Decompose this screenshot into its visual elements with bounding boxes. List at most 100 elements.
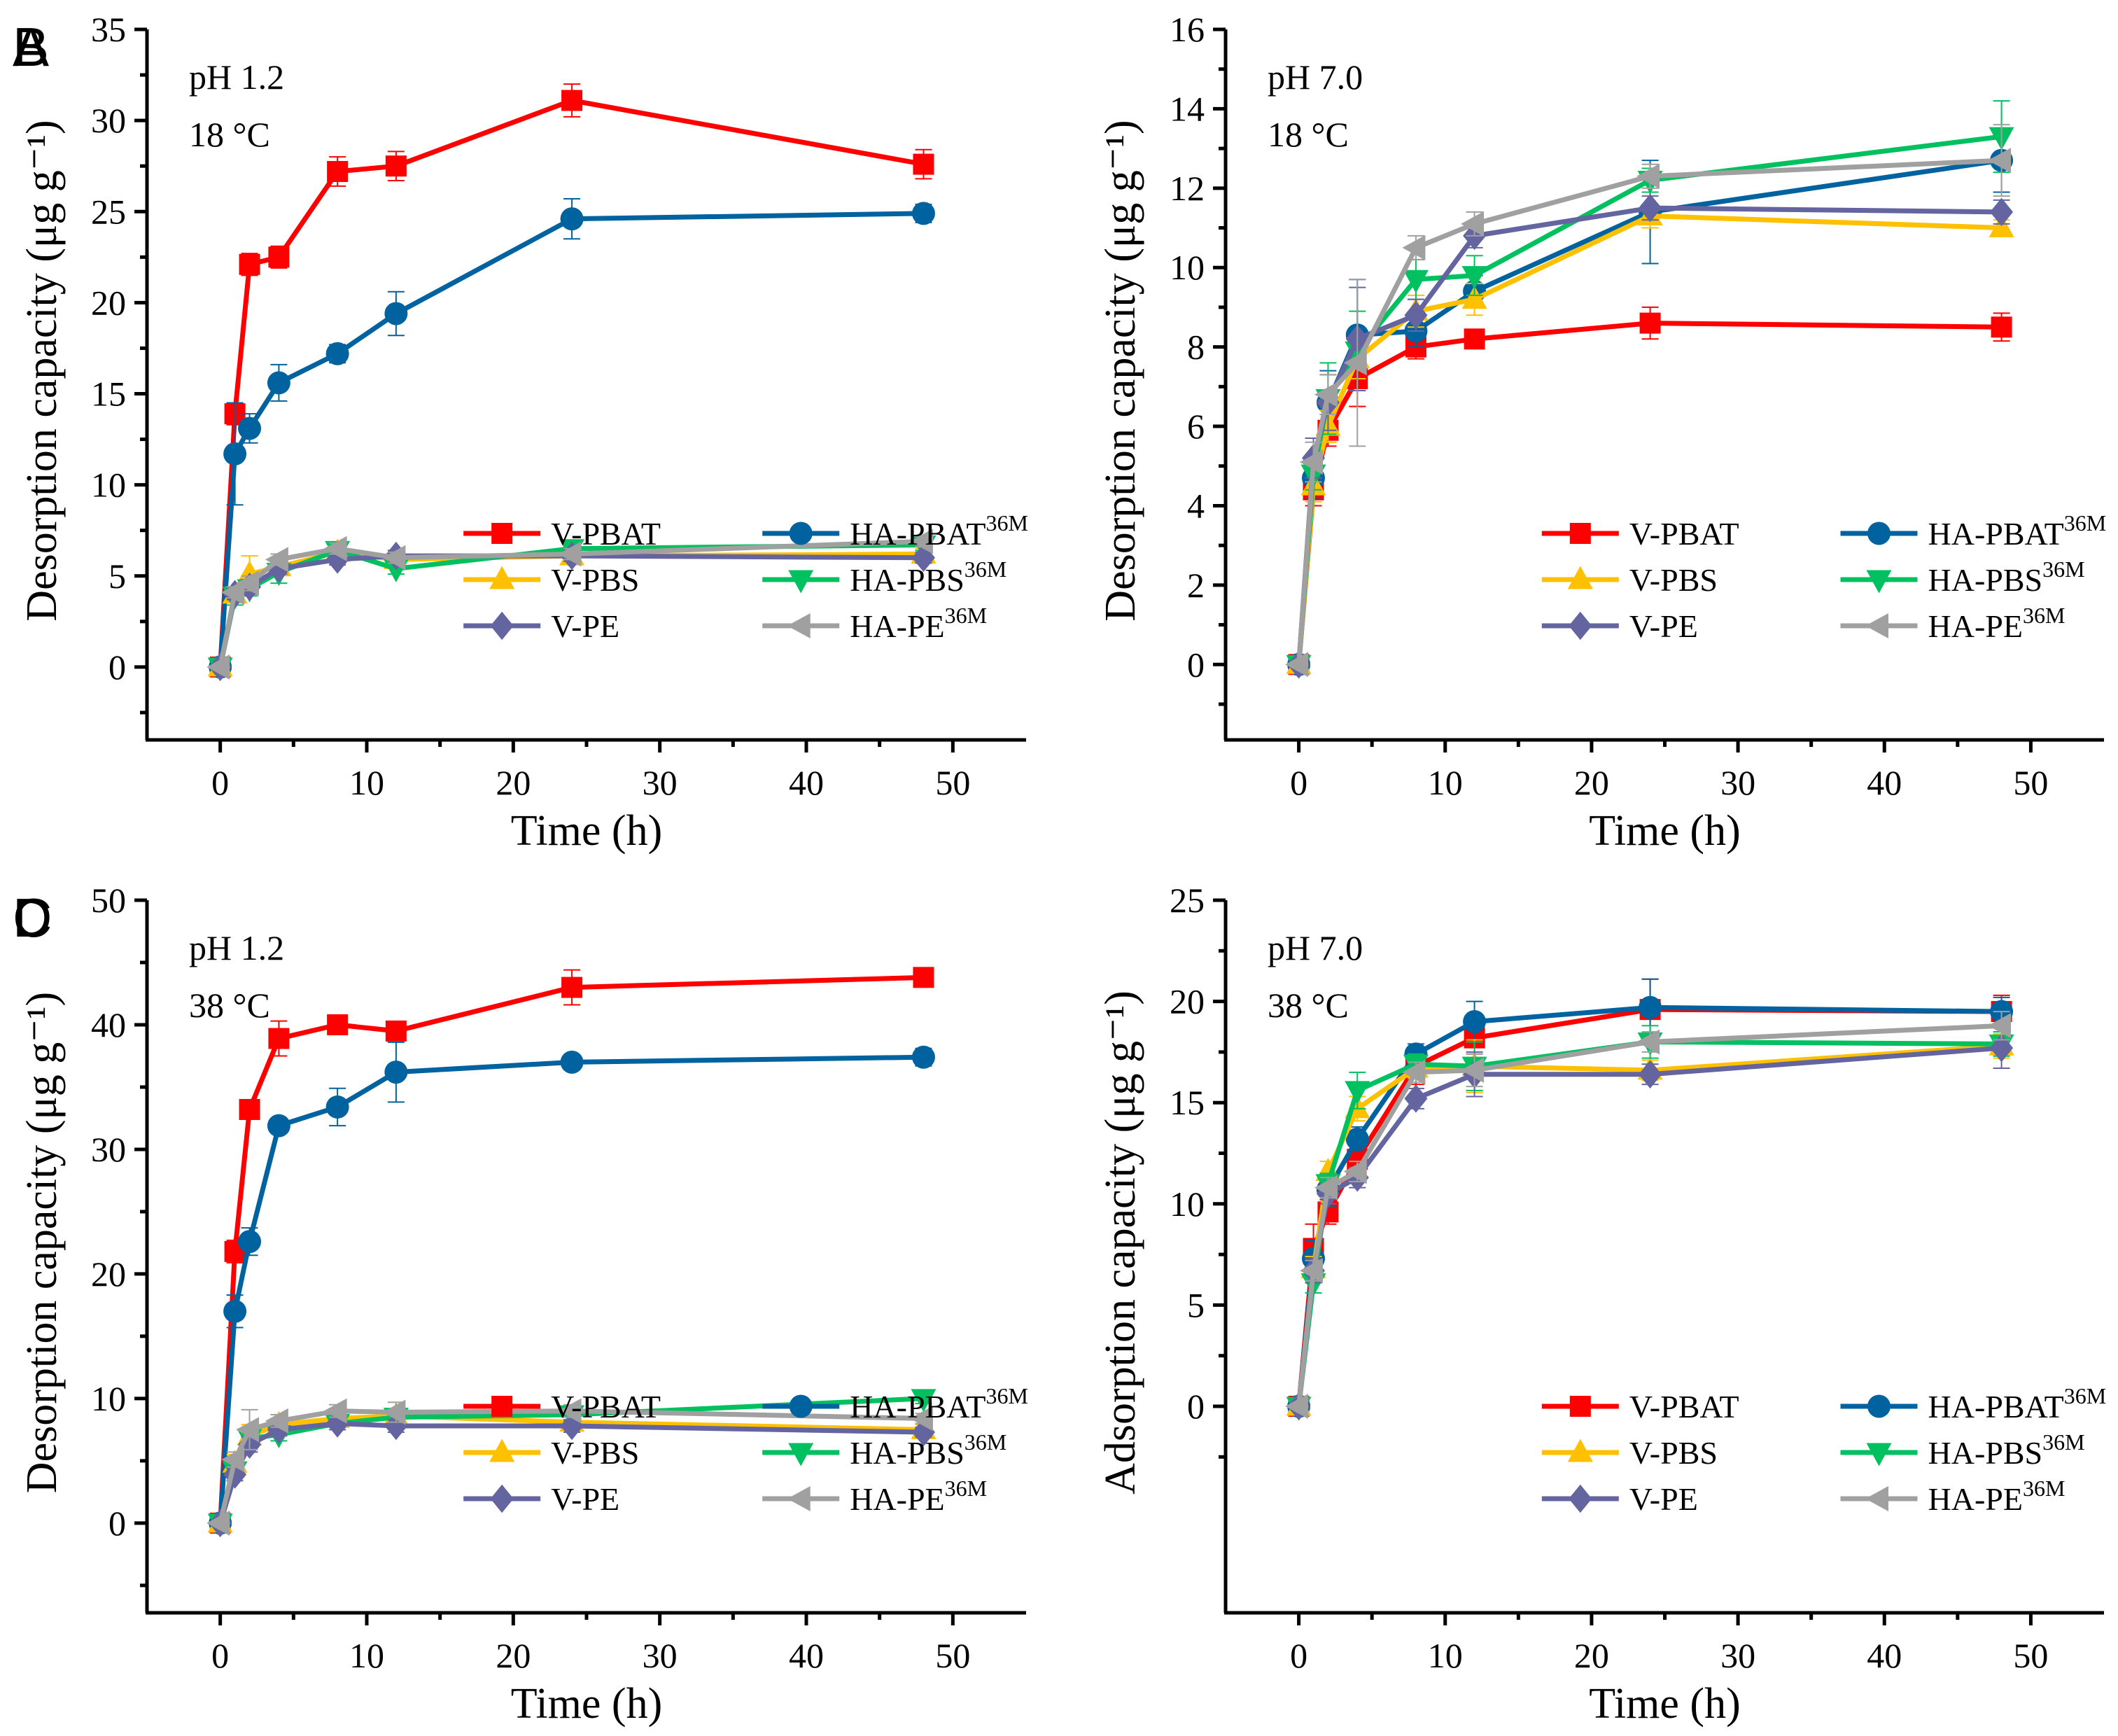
x-tick-label: 40 [789,763,824,802]
legend-marker [787,613,811,638]
legend-item: V-PBS [1541,1435,1718,1471]
data-point [1300,1258,1323,1284]
data-point [1404,301,1428,330]
data-point [223,1299,247,1323]
legend-label: V-PE [551,1481,619,1517]
legend-label: V-PE [551,608,619,644]
x-tick-label: 20 [1574,763,1609,802]
data-point [909,1406,933,1432]
y-tick-label: 0 [108,1504,126,1543]
data-point [265,547,288,573]
data-point [206,654,230,680]
data-point [1403,270,1429,293]
data-point [384,302,408,326]
data-point [327,161,349,182]
x-tick-label: 50 [935,763,970,802]
series-v-pbat [209,967,934,1534]
data-point [268,246,290,268]
legend-label: HA-PE36M [1928,603,2066,644]
legend-superscript: 36M [2023,1476,2065,1501]
legend-marker [491,1396,513,1417]
legend-item: HA-PE36M [1840,1476,2065,1517]
data-point [911,202,935,225]
data-point [1990,197,2014,227]
legend-marker [1567,566,1593,589]
data-point [385,155,407,177]
data-point [561,976,583,998]
legend-superscript: 36M [2042,1429,2084,1455]
data-point [382,545,406,570]
data-point [1461,286,1487,309]
series-v-pbs [1286,202,2014,674]
legend-marker [490,1484,514,1513]
condition-annotation: pH 7.0 [1268,57,1363,97]
x-tick-label: 40 [1867,1636,1902,1675]
series-line [1296,158,2002,665]
data-point [560,1050,584,1074]
panel-letter: C [13,887,52,948]
legend-item: V-PBAT [463,1389,661,1424]
legend-marker [489,1438,515,1462]
y-axis-title: Desorption capacity (μg g⁻¹) [18,120,66,621]
data-point [1461,1057,1485,1083]
panel-letter: D [13,887,52,948]
legend-item: V-PE [1541,608,1698,644]
series-line [218,211,924,668]
legend-marker [1866,1443,1892,1466]
y-tick-label: 20 [91,1254,126,1294]
data-point [1988,1013,2012,1039]
data-point [558,1398,582,1424]
data-point [221,1447,245,1473]
x-tick-label: 50 [2013,763,2048,802]
legend-label: V-PE [1629,1481,1698,1517]
legend-marker [1567,1438,1593,1462]
legend-superscript: 36M [2042,556,2084,582]
legend-item: HA-PE36M [762,1476,987,1517]
y-tick-label: 10 [1170,248,1205,287]
y-axis-title: Adsorption capacity (μg g⁻¹) [1097,990,1144,1494]
legend-item: HA-PBAT36M [1840,510,2106,552]
x-axis-title: Time (h) [511,807,662,855]
data-point [561,90,583,111]
x-axis-title: Time (h) [1589,807,1740,855]
y-tick-label: 25 [91,192,126,231]
x-tick-label: 10 [1428,763,1463,802]
y-tick-label: 10 [91,1379,126,1418]
legend-label: V-PBS [1629,1435,1718,1471]
y-tick-label: 6 [1187,407,1205,446]
legend-item: HA-PBS36M [1840,1429,2085,1471]
data-point [1639,312,1661,334]
legend-item: V-PE [463,608,619,644]
condition-annotation: pH 1.2 [189,928,284,967]
legend-item: V-PBS [463,1435,639,1471]
legend-marker [491,523,513,544]
legend-label: HA-PE36M [850,1476,987,1517]
y-tick-label: 10 [91,465,126,505]
data-point [385,1020,407,1042]
series-ha-pe-36m [206,1398,933,1536]
data-point [1300,449,1323,475]
series-v-pbat [209,83,934,678]
condition-annotation: 18 °C [189,115,270,154]
legend-label: V-PBAT [551,1389,661,1424]
y-tick-label: 5 [1187,1285,1205,1324]
y-tick-label: 30 [91,1130,126,1169]
data-point [1636,1029,1660,1055]
condition-annotation: 38 °C [189,986,270,1025]
data-point [323,1398,347,1424]
legend-item: V-PBS [463,562,639,598]
data-point [325,342,349,365]
data-point [265,1408,288,1434]
legend-superscript: 36M [2023,603,2065,628]
legend-marker [1865,1486,1888,1511]
legend-marker [788,1443,814,1466]
data-point [1461,211,1485,237]
data-point [236,1417,260,1443]
data-point [323,536,347,561]
series-ha-pbat-36m [209,1041,935,1535]
x-tick-label: 50 [2013,1636,2048,1675]
panel-d: 0 10 20 30 40 50 0 5 10 15 20 25 Time (h) Adsorption … [13,881,2106,1728]
x-tick-label: 0 [211,763,229,802]
legend-superscript: 36M [965,1429,1007,1455]
